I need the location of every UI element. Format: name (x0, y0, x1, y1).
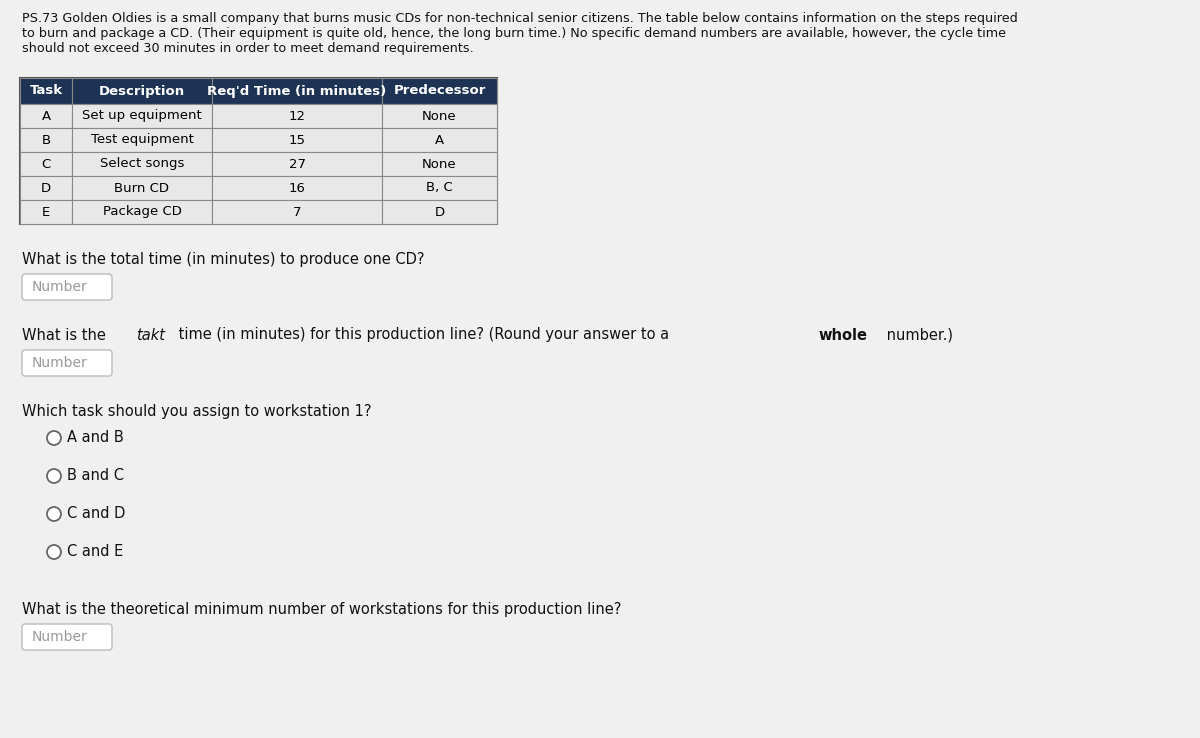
Bar (72, 152, 212, 176)
Bar (382, 128, 497, 152)
Text: PS.73 Golden Oldies is a small company that burns music CDs for non-technical se: PS.73 Golden Oldies is a small company t… (22, 12, 1018, 25)
Text: None: None (422, 157, 457, 170)
Text: Select songs: Select songs (100, 157, 184, 170)
Bar (212, 200, 382, 224)
Text: 15: 15 (288, 134, 306, 147)
Text: time (in minutes) for this production line? (Round your answer to a: time (in minutes) for this production li… (174, 328, 673, 342)
Bar (72, 78, 212, 104)
Text: D: D (41, 182, 52, 195)
Text: takt: takt (136, 328, 166, 342)
Text: A: A (42, 109, 50, 123)
Text: A: A (434, 134, 444, 147)
Text: should not exceed 30 minutes in order to meet demand requirements.: should not exceed 30 minutes in order to… (22, 42, 474, 55)
Circle shape (47, 431, 61, 445)
Text: number.): number.) (882, 328, 953, 342)
Bar (382, 176, 497, 200)
Bar (72, 200, 212, 224)
Text: Which task should you assign to workstation 1?: Which task should you assign to workstat… (22, 404, 372, 419)
Bar (212, 128, 382, 152)
Circle shape (47, 507, 61, 521)
Bar (20, 200, 72, 224)
Bar (382, 200, 497, 224)
Bar (20, 78, 72, 104)
Text: to burn and package a CD. (Their equipment is quite old, hence, the long burn ti: to burn and package a CD. (Their equipme… (22, 27, 1006, 40)
Bar (72, 128, 212, 152)
Bar (72, 176, 212, 200)
Bar (212, 78, 382, 104)
Bar (212, 104, 382, 128)
Bar (20, 128, 72, 152)
Text: What is the: What is the (22, 328, 110, 342)
Bar (382, 78, 497, 104)
Text: 27: 27 (288, 157, 306, 170)
Bar (72, 104, 212, 128)
Text: whole: whole (818, 328, 868, 342)
Bar (20, 78, 497, 224)
Bar (20, 176, 72, 200)
Text: What is the theoretical minimum number of workstations for this production line?: What is the theoretical minimum number o… (22, 602, 622, 617)
Text: A and B: A and B (67, 430, 124, 446)
Text: Req'd Time (in minutes): Req'd Time (in minutes) (208, 84, 386, 97)
Text: 7: 7 (293, 205, 301, 218)
Text: Test equipment: Test equipment (90, 134, 193, 147)
Text: Task: Task (30, 84, 62, 97)
Bar (212, 152, 382, 176)
Text: B and C: B and C (67, 469, 124, 483)
Text: C: C (41, 157, 50, 170)
Bar (382, 152, 497, 176)
Text: Set up equipment: Set up equipment (82, 109, 202, 123)
Text: Burn CD: Burn CD (114, 182, 169, 195)
Text: 16: 16 (288, 182, 306, 195)
Text: E: E (42, 205, 50, 218)
Text: Number: Number (32, 356, 88, 370)
Circle shape (47, 545, 61, 559)
Text: Number: Number (32, 280, 88, 294)
Bar (20, 152, 72, 176)
Text: Description: Description (98, 84, 185, 97)
Text: None: None (422, 109, 457, 123)
FancyBboxPatch shape (22, 350, 112, 376)
FancyBboxPatch shape (22, 274, 112, 300)
Text: C and E: C and E (67, 545, 124, 559)
Text: What is the total time (in minutes) to produce one CD?: What is the total time (in minutes) to p… (22, 252, 425, 267)
FancyBboxPatch shape (22, 624, 112, 650)
Text: C and D: C and D (67, 506, 125, 522)
Text: Package CD: Package CD (102, 205, 181, 218)
Bar (382, 104, 497, 128)
Text: B: B (42, 134, 50, 147)
Text: D: D (434, 205, 444, 218)
Text: Number: Number (32, 630, 88, 644)
Text: Predecessor: Predecessor (394, 84, 486, 97)
Text: 12: 12 (288, 109, 306, 123)
Bar (212, 176, 382, 200)
Bar (20, 104, 72, 128)
Circle shape (47, 469, 61, 483)
Text: B, C: B, C (426, 182, 452, 195)
